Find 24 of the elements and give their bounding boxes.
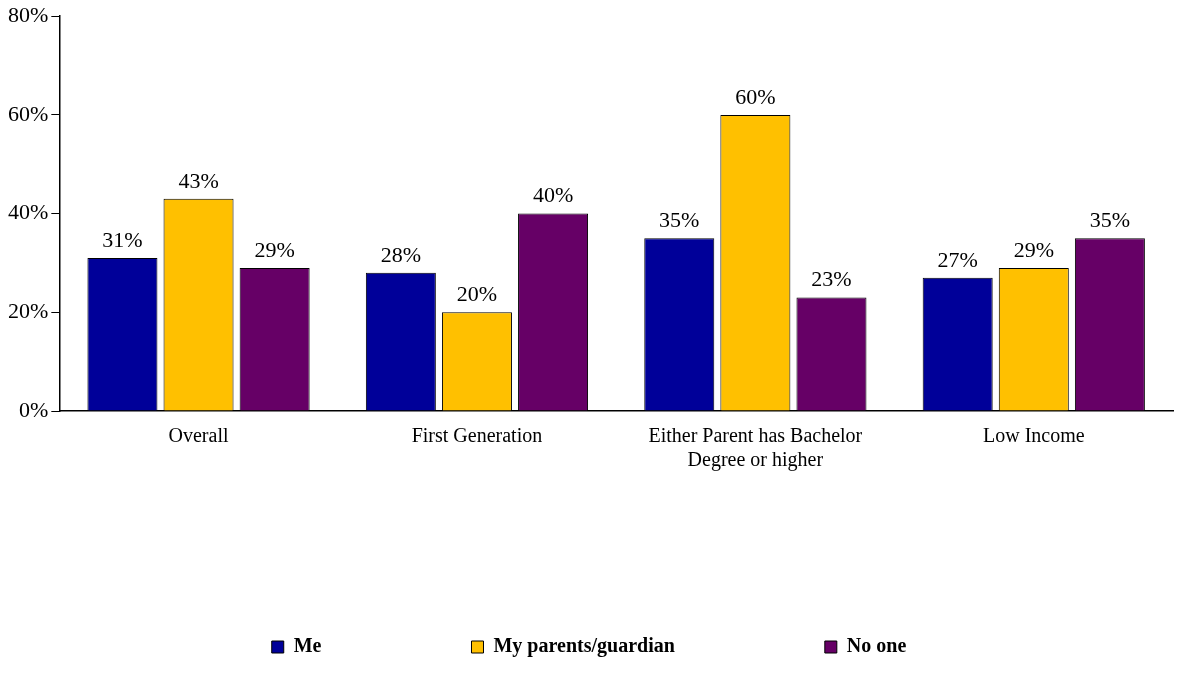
legend-label: Me [293,634,322,657]
data-label: 35% [1089,207,1131,233]
data-label: 40% [532,182,574,208]
y-tick-label: 0% [19,396,49,422]
data-label: 35% [659,207,700,233]
y-tick-label: 80% [8,1,49,27]
data-label: 29% [1013,236,1054,262]
data-label: 31% [102,226,143,252]
data-label: 27% [937,246,978,272]
data-label: 60% [735,83,776,109]
legend-label: My parents/guardian [493,634,675,658]
x-tick-label: Low Income [982,424,1085,447]
data-label: 23% [811,266,852,292]
x-tick-label: Overall [168,424,229,447]
y-tick-label: 60% [8,100,49,126]
data-label: 28% [380,241,422,267]
data-label: 20% [456,281,498,307]
x-tick-label: First Generation [411,424,543,447]
data-label: 43% [178,167,219,193]
legend-label: No one [846,634,907,657]
x-tick-label: Either Parent has Bachelor Degree or higher [648,424,863,472]
y-tick-label: 40% [8,199,49,225]
y-tick-label: 20% [8,298,49,324]
data-label: 29% [254,236,295,262]
